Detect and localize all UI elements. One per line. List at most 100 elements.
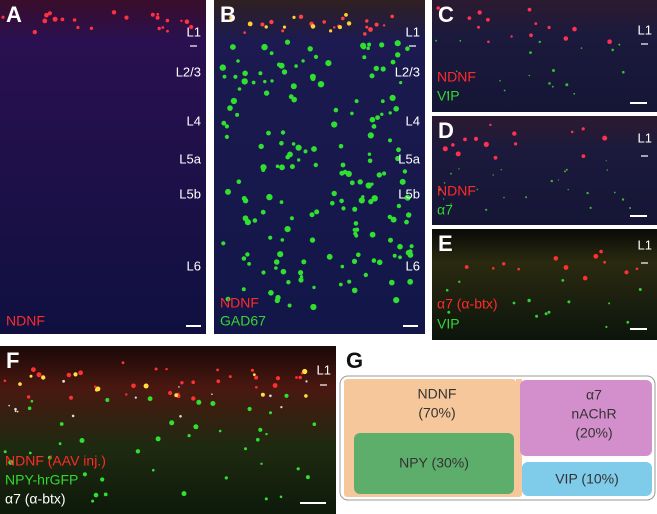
cell bbox=[29, 374, 33, 378]
cell bbox=[166, 29, 169, 33]
layer-label: L1 bbox=[638, 22, 652, 37]
stain-label: α7 bbox=[437, 202, 453, 218]
cell bbox=[339, 170, 345, 176]
cell bbox=[124, 15, 129, 20]
cell bbox=[529, 33, 533, 38]
cell bbox=[451, 143, 455, 147]
layer-label: L6 bbox=[406, 258, 420, 273]
cell bbox=[266, 130, 271, 136]
cell bbox=[184, 19, 190, 25]
cell bbox=[352, 228, 357, 232]
cell bbox=[360, 42, 367, 49]
cell bbox=[489, 123, 492, 127]
cell bbox=[196, 399, 202, 405]
cell bbox=[366, 46, 371, 50]
cell bbox=[242, 198, 249, 204]
layer-label: L5a bbox=[179, 151, 201, 166]
cell bbox=[607, 39, 612, 44]
stain-label: NPY-hrGFP bbox=[5, 472, 78, 488]
cell bbox=[581, 127, 585, 131]
cell bbox=[288, 94, 294, 100]
cell bbox=[252, 218, 258, 223]
cell bbox=[179, 415, 182, 418]
cell bbox=[273, 259, 280, 265]
cell bbox=[582, 275, 588, 281]
cell bbox=[563, 265, 569, 270]
cell bbox=[398, 255, 402, 260]
cell bbox=[225, 296, 231, 302]
cell bbox=[59, 422, 64, 426]
cell bbox=[254, 386, 258, 389]
panel-b-image bbox=[214, 0, 425, 334]
cell bbox=[294, 64, 298, 68]
npy-region bbox=[354, 433, 514, 494]
cell bbox=[388, 237, 393, 243]
layer-label: L1 bbox=[638, 237, 652, 252]
cell bbox=[626, 320, 630, 324]
cell bbox=[445, 288, 449, 292]
cell bbox=[367, 152, 372, 156]
cell bbox=[350, 111, 354, 116]
cell bbox=[297, 158, 301, 162]
cell bbox=[550, 179, 553, 183]
cell bbox=[347, 279, 352, 284]
cell bbox=[535, 314, 539, 318]
cell bbox=[264, 497, 268, 501]
cell bbox=[563, 36, 569, 41]
cell bbox=[274, 266, 278, 270]
cell bbox=[395, 155, 401, 162]
cell bbox=[156, 12, 160, 16]
cell bbox=[298, 375, 303, 380]
cell bbox=[41, 375, 46, 380]
cell bbox=[329, 29, 333, 33]
cell bbox=[229, 15, 233, 20]
region-label: NDNF bbox=[418, 386, 457, 402]
cell bbox=[230, 97, 237, 105]
stain-label: NDNF bbox=[220, 295, 259, 311]
cell bbox=[458, 185, 461, 188]
cell bbox=[165, 18, 170, 23]
cell bbox=[268, 235, 273, 240]
cell bbox=[8, 459, 14, 465]
cell bbox=[557, 179, 560, 181]
cell bbox=[561, 279, 565, 282]
region-label: nAChR bbox=[571, 406, 616, 422]
cell bbox=[499, 79, 501, 82]
cell bbox=[492, 174, 494, 176]
cell bbox=[618, 43, 621, 46]
layer-label: L5b bbox=[398, 186, 420, 201]
cell bbox=[60, 17, 65, 22]
cell bbox=[547, 310, 551, 314]
panel-letter: C bbox=[438, 2, 454, 27]
cell bbox=[280, 130, 286, 135]
cell bbox=[380, 112, 384, 117]
cell bbox=[339, 198, 344, 204]
cell bbox=[586, 191, 589, 195]
cell bbox=[368, 199, 374, 205]
cell bbox=[93, 492, 99, 498]
cell bbox=[603, 260, 606, 264]
cell bbox=[371, 258, 377, 263]
cell bbox=[298, 270, 304, 276]
cell bbox=[270, 79, 274, 83]
cell bbox=[393, 297, 400, 304]
cell bbox=[458, 280, 461, 283]
cell bbox=[310, 303, 317, 311]
cell bbox=[529, 51, 532, 54]
cell bbox=[295, 376, 298, 379]
cell bbox=[450, 172, 452, 175]
cell bbox=[3, 379, 7, 383]
cell bbox=[155, 15, 160, 20]
panel-c-image bbox=[432, 0, 657, 112]
cell bbox=[211, 393, 213, 396]
cell bbox=[279, 141, 284, 146]
cell bbox=[189, 24, 194, 30]
cell bbox=[477, 25, 480, 29]
cell bbox=[180, 381, 184, 385]
layer-label: L1 bbox=[638, 130, 652, 145]
cell bbox=[409, 244, 414, 249]
cell bbox=[382, 24, 386, 27]
cell bbox=[493, 155, 498, 160]
cell bbox=[374, 22, 379, 27]
cell bbox=[218, 429, 222, 433]
